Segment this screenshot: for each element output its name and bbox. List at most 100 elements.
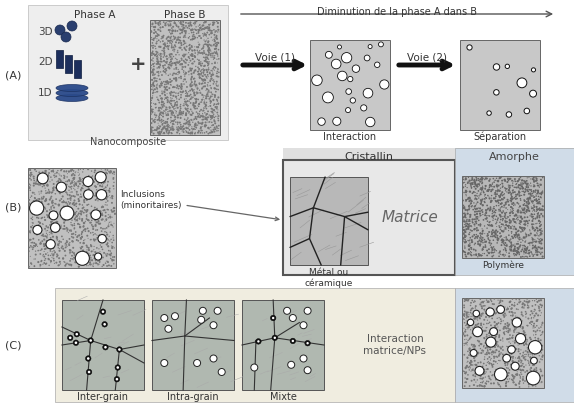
Point: [204, 61, 213, 67]
Point: [185, 55, 194, 62]
Point: [203, 75, 212, 82]
Point: [67, 180, 76, 186]
Point: [83, 182, 92, 189]
Point: [208, 91, 218, 98]
Point: [480, 185, 490, 192]
Point: [196, 25, 205, 31]
Point: [40, 243, 49, 249]
Point: [534, 372, 544, 379]
Point: [109, 186, 118, 192]
Point: [101, 188, 110, 194]
Point: [480, 306, 489, 313]
Point: [109, 261, 118, 267]
Point: [160, 86, 169, 93]
Point: [102, 229, 111, 236]
Point: [476, 341, 486, 348]
Point: [92, 232, 102, 238]
Point: [486, 357, 495, 363]
Point: [63, 205, 72, 212]
Point: [91, 192, 100, 199]
Point: [152, 84, 161, 91]
Point: [173, 69, 182, 75]
Point: [518, 313, 528, 319]
Point: [179, 101, 188, 107]
Point: [191, 122, 200, 129]
Point: [502, 351, 511, 357]
Point: [517, 224, 526, 231]
Point: [505, 220, 514, 226]
Point: [187, 129, 196, 136]
Point: [468, 180, 478, 186]
Point: [80, 226, 89, 233]
Point: [36, 208, 45, 215]
Point: [462, 223, 471, 229]
Point: [160, 84, 169, 90]
Point: [529, 202, 538, 209]
Point: [68, 180, 77, 186]
Point: [166, 31, 176, 37]
Point: [82, 213, 91, 220]
Point: [212, 73, 221, 79]
Point: [513, 200, 522, 206]
Point: [157, 99, 166, 106]
Point: [206, 42, 215, 49]
Point: [476, 221, 485, 227]
Point: [177, 60, 187, 67]
Point: [519, 349, 528, 356]
Point: [84, 184, 93, 191]
Point: [476, 197, 485, 203]
Point: [67, 168, 76, 174]
Point: [149, 24, 158, 30]
Point: [181, 63, 190, 70]
Point: [79, 240, 88, 246]
Point: [470, 345, 479, 352]
Point: [161, 95, 170, 101]
Point: [475, 178, 484, 185]
Point: [56, 208, 65, 215]
Point: [168, 108, 177, 115]
Point: [31, 241, 40, 247]
Point: [533, 248, 542, 255]
Point: [522, 208, 531, 215]
Point: [25, 184, 34, 191]
Point: [494, 373, 503, 380]
Point: [190, 44, 199, 50]
Point: [181, 51, 190, 58]
Point: [176, 73, 185, 80]
Point: [492, 223, 501, 230]
Point: [198, 51, 207, 57]
Point: [537, 195, 546, 201]
Point: [49, 255, 58, 262]
Point: [522, 245, 532, 252]
Point: [172, 103, 181, 109]
Point: [464, 206, 474, 213]
Circle shape: [289, 315, 296, 322]
Point: [99, 188, 108, 195]
Point: [528, 374, 537, 381]
Point: [509, 210, 518, 216]
Point: [151, 45, 160, 52]
Point: [160, 130, 169, 137]
Point: [472, 233, 482, 240]
Point: [185, 42, 194, 49]
Point: [199, 20, 208, 26]
Point: [532, 239, 541, 245]
Point: [154, 70, 164, 76]
Point: [501, 212, 510, 218]
Point: [67, 189, 76, 195]
Point: [51, 200, 60, 207]
Point: [200, 130, 209, 136]
Point: [522, 368, 532, 374]
Point: [42, 190, 51, 197]
Point: [506, 340, 515, 347]
Point: [518, 325, 528, 332]
Point: [78, 205, 87, 212]
Point: [466, 218, 475, 224]
Point: [181, 106, 191, 113]
Point: [153, 53, 162, 59]
Point: [198, 96, 207, 103]
Point: [460, 296, 470, 302]
Point: [522, 208, 531, 215]
Point: [67, 222, 76, 228]
Point: [512, 231, 521, 238]
